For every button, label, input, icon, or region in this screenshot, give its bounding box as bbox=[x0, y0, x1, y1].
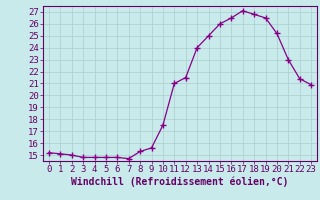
X-axis label: Windchill (Refroidissement éolien,°C): Windchill (Refroidissement éolien,°C) bbox=[71, 177, 289, 187]
